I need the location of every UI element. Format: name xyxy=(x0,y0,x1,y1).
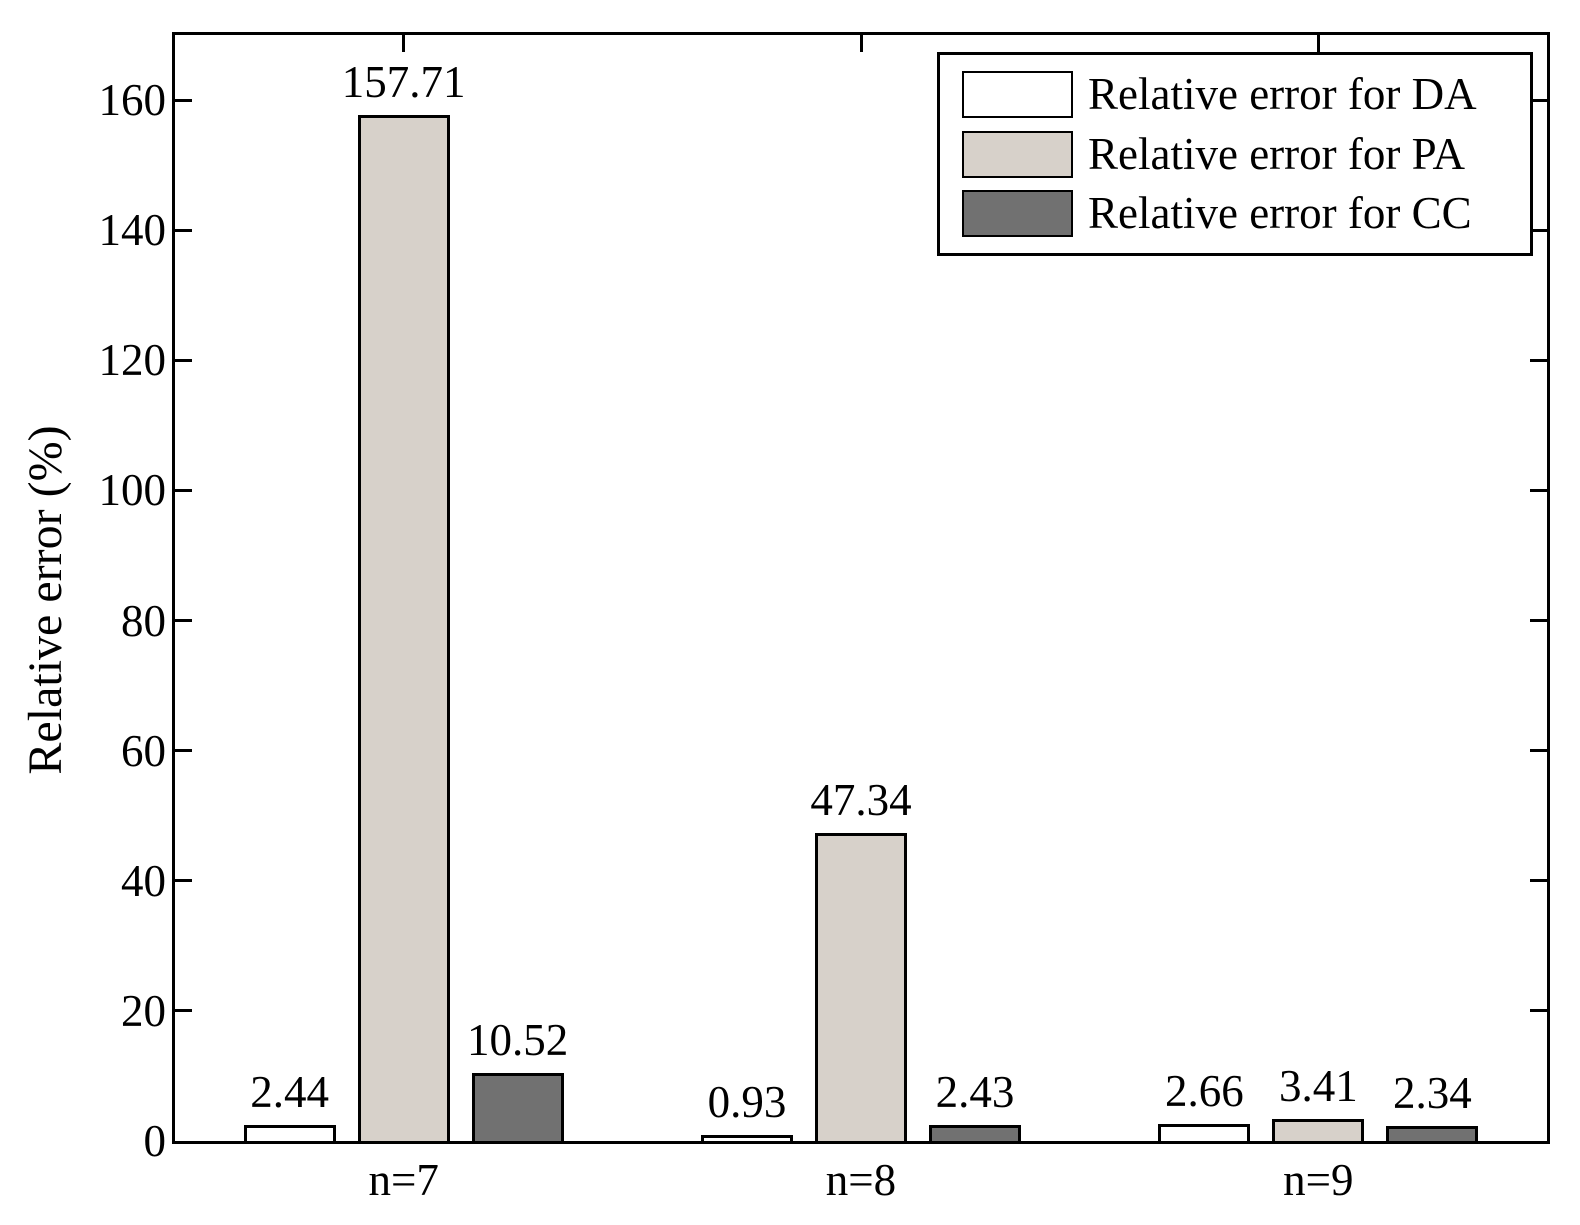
y-tick-right xyxy=(1530,879,1547,883)
y-tick-left xyxy=(175,879,192,883)
x-tick-label: n=7 xyxy=(368,1155,439,1205)
legend-item-da: Relative error for DA xyxy=(962,69,1530,120)
bar-value-label: 2.44 xyxy=(250,1067,330,1118)
bar-n=8-series2 xyxy=(929,1125,1021,1141)
legend-item-cc: Relative error for CC xyxy=(962,187,1530,238)
x-tick-label: n=9 xyxy=(1283,1155,1354,1205)
x-tick-top xyxy=(859,35,863,52)
y-tick-label: 20 xyxy=(121,985,166,1036)
bar-n=8-series1 xyxy=(815,833,907,1141)
y-tick-right xyxy=(1530,1009,1547,1013)
y-tick-right xyxy=(1530,358,1547,362)
bar-value-label: 3.41 xyxy=(1278,1060,1358,1111)
legend-label-cc: Relative error for CC xyxy=(1088,187,1472,238)
bar-value-label: 2.43 xyxy=(935,1067,1015,1118)
bar-value-label: 2.34 xyxy=(1392,1067,1472,1118)
legend-swatch-cc xyxy=(962,189,1073,237)
bar-value-label: 47.34 xyxy=(810,775,912,826)
y-tick-label: 0 xyxy=(143,1116,167,1166)
y-tick-label: 100 xyxy=(98,465,167,516)
y-tick-label: 60 xyxy=(121,725,166,776)
y-tick-left xyxy=(175,749,192,753)
y-tick-left xyxy=(175,619,192,623)
legend: Relative error for DA Relative error for… xyxy=(937,52,1533,256)
bar-value-label: 0.93 xyxy=(707,1076,787,1127)
bar-value-label: 2.66 xyxy=(1164,1065,1244,1116)
legend-label-da: Relative error for DA xyxy=(1088,69,1477,120)
bar-value-label: 10.52 xyxy=(467,1014,569,1065)
x-tick-top xyxy=(1316,35,1320,52)
y-tick-label: 140 xyxy=(98,205,167,256)
legend-item-pa: Relative error for PA xyxy=(962,128,1530,179)
plot-area: 2.44 0.93 2.66 157.71 47.34 3.41 10.52 2.43 2.34… xyxy=(172,32,1550,1144)
bar-n=9-series1 xyxy=(1272,1118,1365,1141)
bar-n=9-series2 xyxy=(1386,1125,1479,1141)
bar-n=9-series0 xyxy=(1158,1123,1251,1141)
y-tick-label: 40 xyxy=(121,855,166,906)
legend-swatch-da xyxy=(962,71,1073,119)
y-tick-label: 120 xyxy=(98,335,167,386)
bar-n=7-series1 xyxy=(357,114,450,1141)
bar-value-label: 157.71 xyxy=(341,56,466,107)
legend-label-pa: Relative error for PA xyxy=(1088,128,1465,179)
x-tick-label: n=8 xyxy=(825,1155,897,1205)
y-tick-right xyxy=(1530,619,1547,623)
x-tick-top xyxy=(402,35,406,52)
y-tick-right xyxy=(1530,488,1547,492)
y-tick-label: 80 xyxy=(121,595,166,646)
y-tick-right xyxy=(1530,98,1547,102)
y-tick-right xyxy=(1530,228,1547,232)
y-tick-left xyxy=(175,488,192,492)
y-tick-left xyxy=(175,358,192,362)
y-tick-left xyxy=(175,228,192,232)
bar-n=8-series0 xyxy=(701,1134,793,1141)
y-tick-left xyxy=(175,98,192,102)
bar-n=7-series2 xyxy=(471,1072,564,1141)
legend-swatch-pa xyxy=(962,130,1073,178)
bar-n=7-series0 xyxy=(243,1125,336,1141)
y-tick-label: 160 xyxy=(98,75,167,126)
y-tick-right xyxy=(1530,749,1547,753)
y-tick-left xyxy=(175,1009,192,1013)
